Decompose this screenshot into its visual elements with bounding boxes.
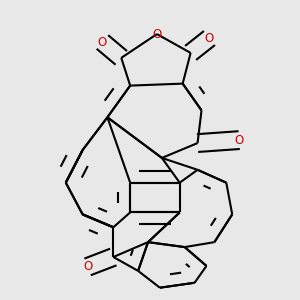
Text: O: O: [83, 260, 92, 273]
Text: O: O: [205, 32, 214, 44]
Text: O: O: [152, 28, 162, 40]
Text: O: O: [98, 35, 107, 49]
Text: O: O: [235, 134, 244, 147]
